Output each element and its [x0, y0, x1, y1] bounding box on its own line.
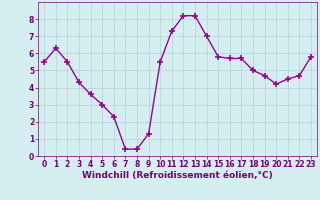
X-axis label: Windchill (Refroidissement éolien,°C): Windchill (Refroidissement éolien,°C) — [82, 171, 273, 180]
